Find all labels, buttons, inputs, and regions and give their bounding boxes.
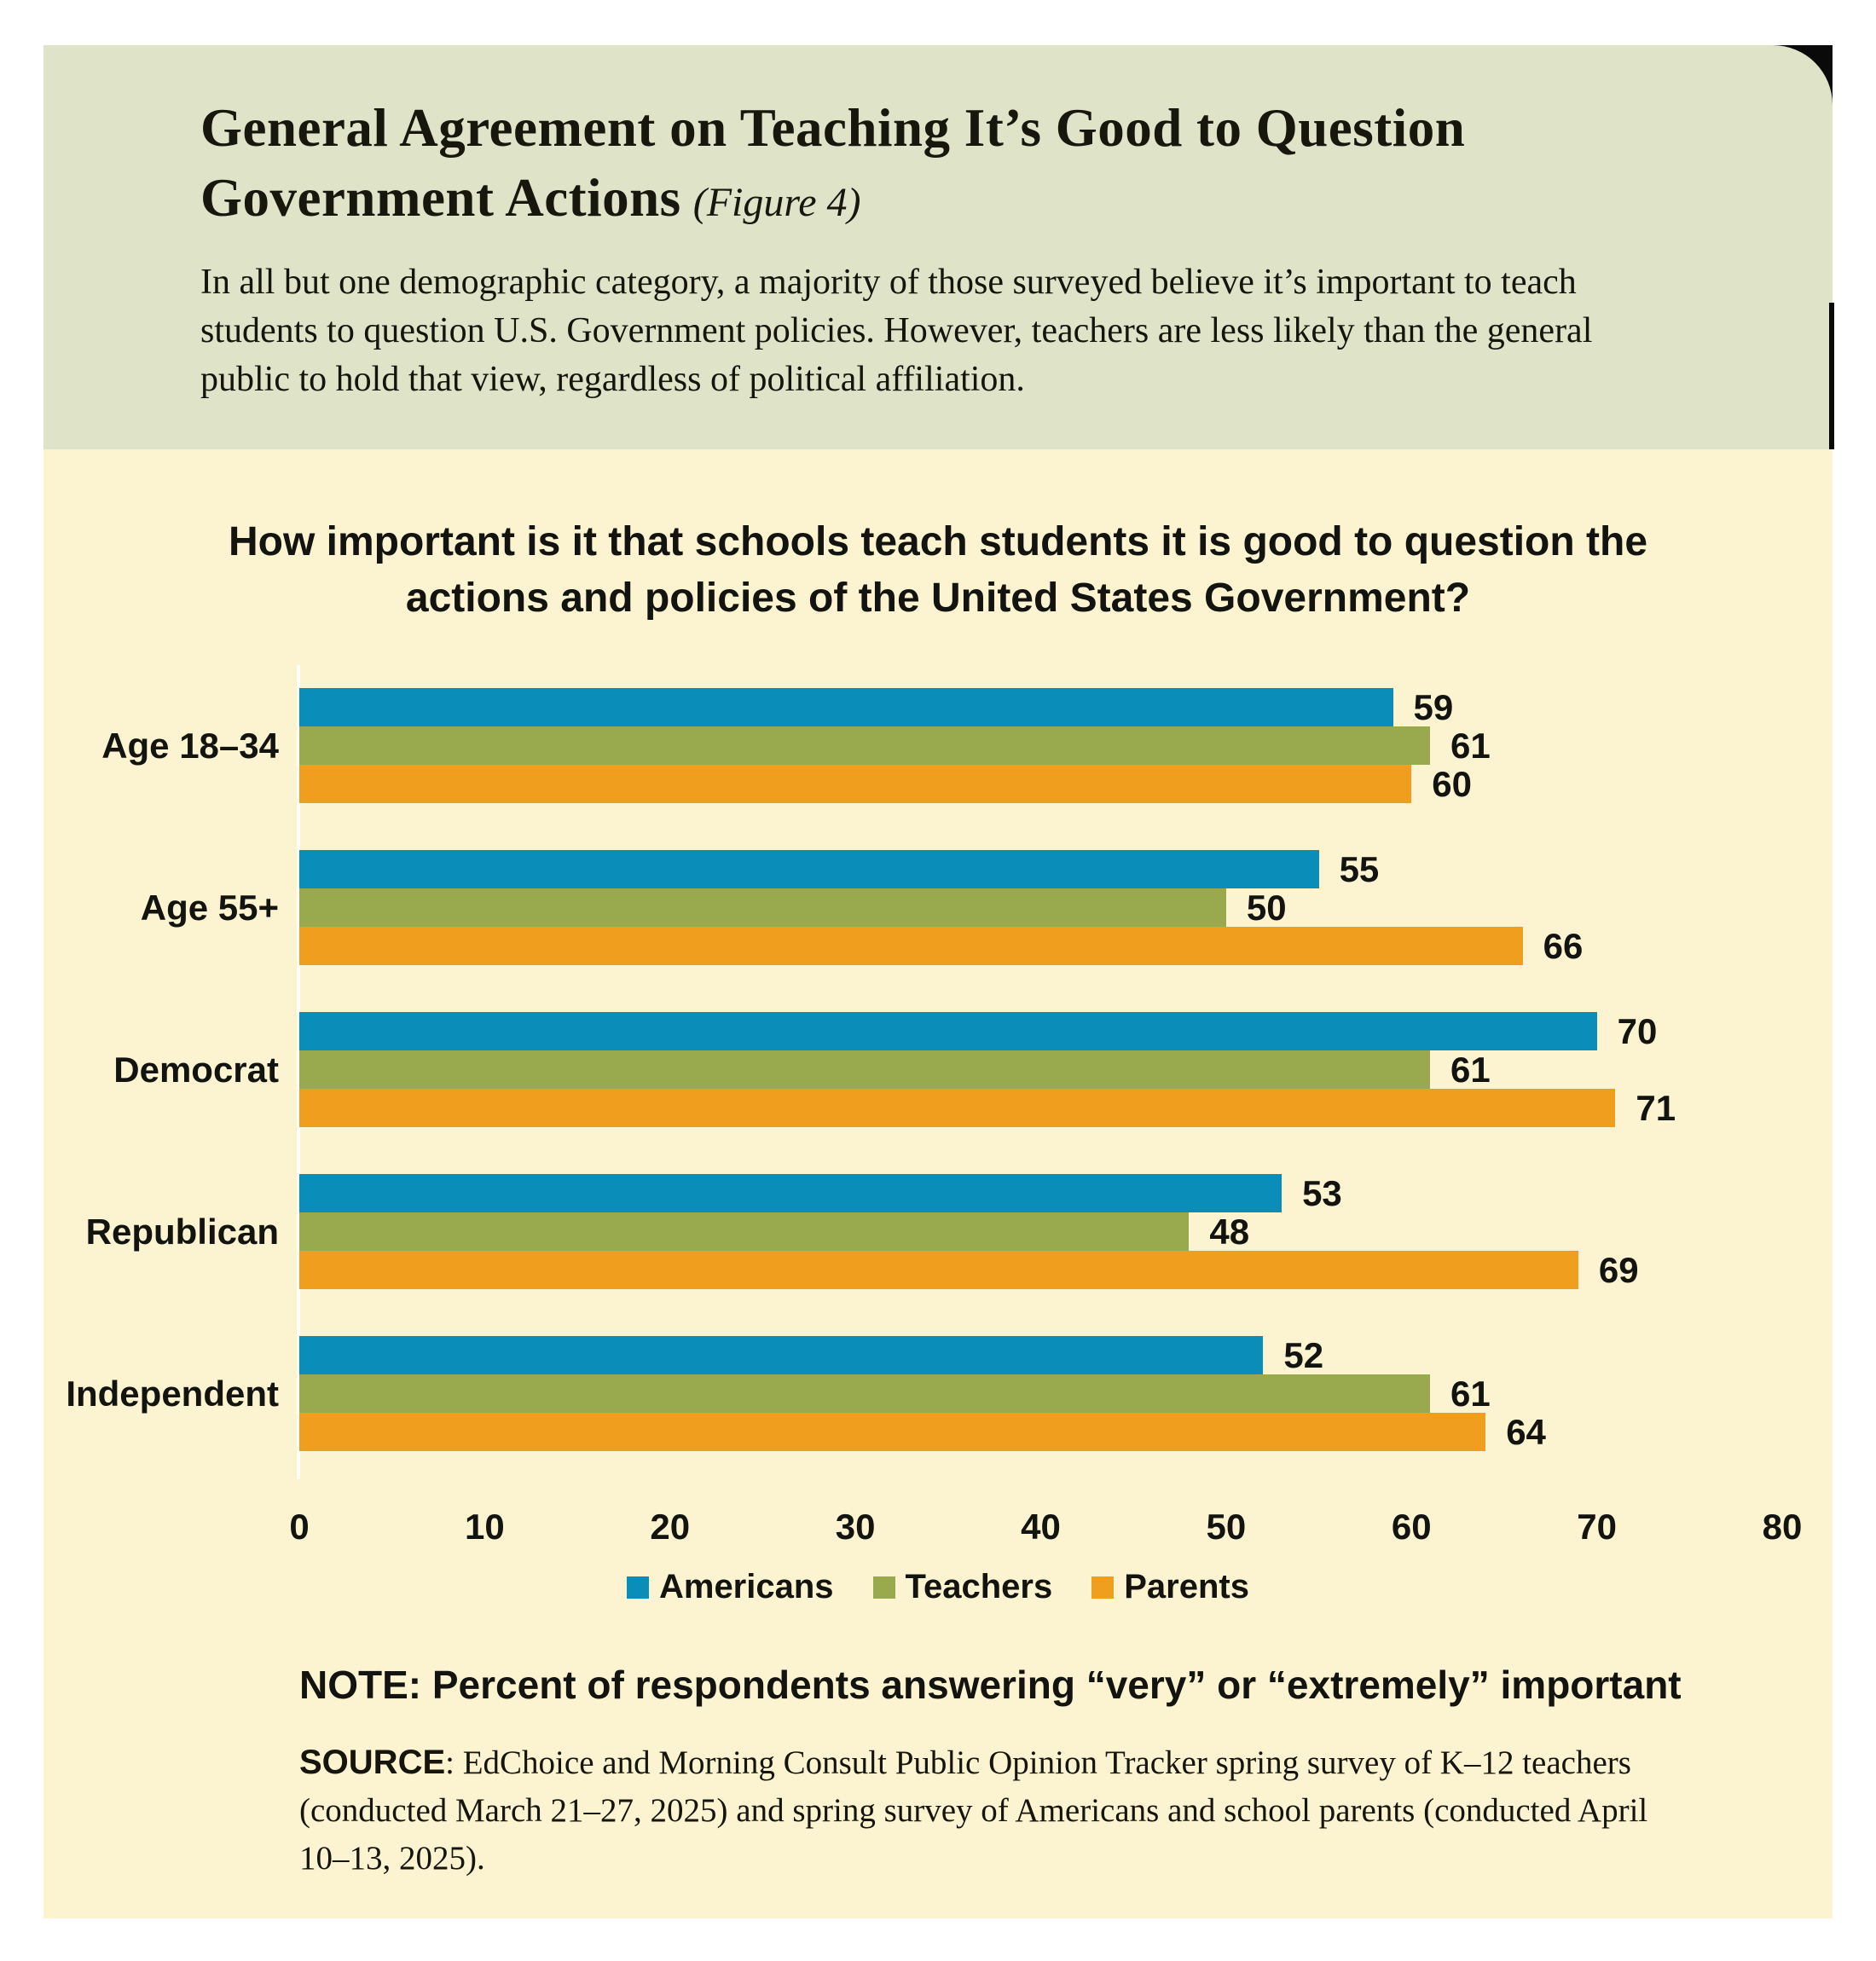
bar-value-label: 55 bbox=[1339, 848, 1380, 889]
bar-line-teachers-democrat: 61 bbox=[299, 1049, 1782, 1090]
x-tick-50: 50 bbox=[1206, 1507, 1247, 1547]
x-tick-80: 80 bbox=[1762, 1507, 1803, 1547]
x-tick-40: 40 bbox=[1021, 1507, 1061, 1547]
bars-age-55: 55 50 66 bbox=[299, 848, 1782, 966]
legend-item-teachers: Teachers bbox=[872, 1568, 1053, 1606]
category-label-republican: Republican bbox=[85, 1211, 279, 1252]
bar-value-label: 53 bbox=[1302, 1172, 1342, 1213]
bar-value-label: 48 bbox=[1209, 1211, 1250, 1252]
bar-value-label: 64 bbox=[1506, 1411, 1546, 1452]
bar-value-label: 69 bbox=[1598, 1249, 1639, 1290]
bar-group-age-18-34: Age 18–34 59 61 60 bbox=[43, 686, 1782, 804]
legend-item-americans: Americans bbox=[626, 1568, 834, 1606]
figure-subtitle: In all but one demographic category, a m… bbox=[200, 263, 1593, 399]
right-edge-rule bbox=[1829, 303, 1834, 449]
figure-title-line1: General Agreement on Teaching It’s Good … bbox=[200, 98, 1466, 158]
bar-parents-age-18-34 bbox=[299, 765, 1412, 803]
legend: Americans Teachers Parents bbox=[43, 1568, 1833, 1606]
legend-label-americans: Americans bbox=[658, 1568, 834, 1605]
bar-line-parents-age-18-34: 60 bbox=[299, 763, 1782, 804]
bar-americans-democrat bbox=[299, 1012, 1597, 1050]
bar-line-parents-republican: 69 bbox=[299, 1249, 1782, 1290]
bar-teachers-age-18-34 bbox=[299, 726, 1430, 765]
figure-title-line2: Government Actions bbox=[200, 168, 681, 228]
x-tick-30: 30 bbox=[835, 1507, 876, 1547]
bar-parents-independent bbox=[299, 1413, 1486, 1451]
bar-value-label: 60 bbox=[1432, 763, 1472, 804]
bar-line-teachers-age-55: 50 bbox=[299, 887, 1782, 928]
legend-swatch-parents bbox=[1091, 1576, 1115, 1599]
x-axis-ticks: 0 10 20 30 40 50 60 70 80 bbox=[289, 1507, 1802, 1551]
bars-age-18-34: 59 61 60 bbox=[299, 686, 1782, 804]
bar-value-label: 61 bbox=[1450, 1373, 1491, 1414]
legend-label-parents: Parents bbox=[1124, 1568, 1249, 1605]
category-label-independent: Independent bbox=[66, 1373, 279, 1414]
legend-label-teachers: Teachers bbox=[905, 1568, 1053, 1605]
bar-group-democrat: Democrat 70 61 71 bbox=[43, 1010, 1782, 1128]
bar-parents-age-55 bbox=[299, 927, 1523, 965]
chart-panel: How important is it that schools teach s… bbox=[43, 449, 1833, 1918]
bar-line-americans-republican: 53 bbox=[299, 1172, 1782, 1213]
legend-swatch-teachers bbox=[872, 1576, 895, 1599]
legend-item-parents: Parents bbox=[1091, 1568, 1249, 1606]
bar-parents-democrat bbox=[299, 1089, 1616, 1127]
x-tick-70: 70 bbox=[1577, 1507, 1617, 1547]
chart-title: How important is it that schools teach s… bbox=[228, 519, 1648, 621]
bar-line-parents-democrat: 71 bbox=[299, 1087, 1782, 1128]
x-tick-0: 0 bbox=[289, 1507, 310, 1547]
bar-line-americans-democrat: 70 bbox=[299, 1010, 1782, 1051]
note-text: NOTE: Percent of respondents answering “… bbox=[299, 1663, 1682, 1707]
bar-americans-age-55 bbox=[299, 850, 1319, 888]
bar-americans-republican bbox=[299, 1174, 1283, 1212]
bars-independent: 52 61 64 bbox=[299, 1334, 1782, 1452]
y-axis-line bbox=[297, 665, 300, 1479]
figure-ref: (Figure 4) bbox=[692, 180, 861, 225]
bar-value-label: 66 bbox=[1543, 925, 1584, 966]
bar-line-americans-age-18-34: 59 bbox=[299, 686, 1782, 727]
figure-title: General Agreement on Teaching It’s Good … bbox=[200, 93, 1465, 238]
category-label-age-18-34: Age 18–34 bbox=[101, 725, 279, 766]
legend-swatch-americans bbox=[626, 1576, 649, 1599]
bar-teachers-age-55 bbox=[299, 888, 1226, 927]
bar-americans-age-18-34 bbox=[299, 688, 1393, 726]
category-label-democrat: Democrat bbox=[113, 1049, 279, 1090]
bar-value-label: 71 bbox=[1636, 1087, 1676, 1128]
bar-teachers-republican bbox=[299, 1212, 1190, 1251]
bar-group-age-55: Age 55+ 55 50 66 bbox=[43, 848, 1782, 966]
bar-group-independent: Independent 52 61 64 bbox=[43, 1334, 1782, 1452]
bar-line-parents-age-55: 66 bbox=[299, 925, 1782, 966]
bar-parents-republican bbox=[299, 1251, 1578, 1289]
bar-americans-independent bbox=[299, 1336, 1264, 1374]
x-tick-20: 20 bbox=[650, 1507, 691, 1547]
x-tick-60: 60 bbox=[1391, 1507, 1432, 1547]
bar-teachers-democrat bbox=[299, 1050, 1430, 1089]
source-body: : EdChoice and Morning Consult Public Op… bbox=[299, 1744, 1648, 1877]
bar-line-americans-age-55: 55 bbox=[299, 848, 1782, 889]
bar-value-label: 61 bbox=[1450, 1049, 1491, 1090]
bars-republican: 53 48 69 bbox=[299, 1172, 1782, 1290]
source-text: SOURCE: EdChoice and Morning Consult Pub… bbox=[299, 1738, 1689, 1883]
bar-value-label: 50 bbox=[1246, 887, 1287, 928]
bar-value-label: 59 bbox=[1413, 686, 1454, 727]
category-label-age-55: Age 55+ bbox=[140, 887, 279, 928]
x-tick-10: 10 bbox=[465, 1507, 505, 1547]
bars-democrat: 70 61 71 bbox=[299, 1010, 1782, 1128]
bar-line-teachers-age-18-34: 61 bbox=[299, 725, 1782, 766]
bar-line-americans-independent: 52 bbox=[299, 1334, 1782, 1375]
header-panel: General Agreement on Teaching It’s Good … bbox=[43, 45, 1833, 449]
bar-value-label: 52 bbox=[1283, 1334, 1324, 1375]
bar-value-label: 70 bbox=[1617, 1010, 1658, 1051]
bar-value-label: 61 bbox=[1450, 725, 1491, 766]
bar-line-teachers-independent: 61 bbox=[299, 1373, 1782, 1414]
bar-rows: Age 18–34 59 61 60 Age 55+ 55 50 66 Democrat 70 61… bbox=[43, 686, 1782, 1498]
bar-line-parents-independent: 64 bbox=[299, 1411, 1782, 1452]
bar-teachers-independent bbox=[299, 1374, 1430, 1413]
bar-group-republican: Republican 53 48 69 bbox=[43, 1172, 1782, 1290]
bar-line-teachers-republican: 48 bbox=[299, 1211, 1782, 1252]
source-label: SOURCE bbox=[299, 1744, 446, 1781]
